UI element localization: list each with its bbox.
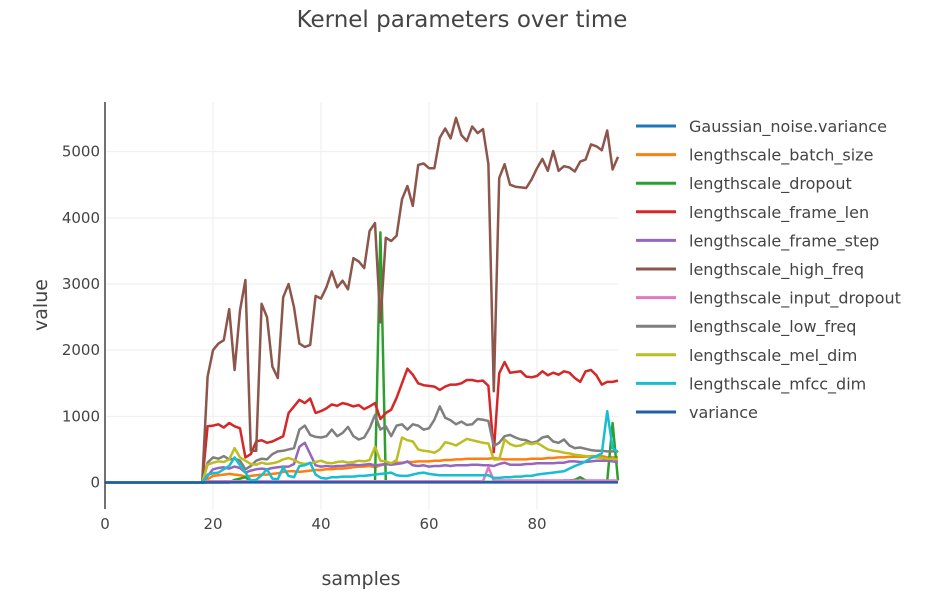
legend-item[interactable]: lengthscale_low_freq bbox=[636, 317, 856, 337]
series-line-lengthscale-high-freq bbox=[105, 116, 620, 484]
legend-label: lengthscale_mfcc_dim bbox=[689, 374, 866, 394]
legend-label: lengthscale_input_dropout bbox=[689, 289, 901, 309]
legend-label: lengthscale_frame_step bbox=[689, 231, 879, 251]
chart-title: Kernel parameters over time bbox=[297, 7, 628, 33]
x-tick-label: 80 bbox=[527, 515, 546, 533]
legend-item[interactable]: lengthscale_frame_step bbox=[636, 231, 879, 251]
legend-item[interactable]: lengthscale_dropout bbox=[636, 174, 852, 194]
y-tick-label: 1000 bbox=[62, 407, 100, 425]
series-line-lengthscale-mfcc-dim bbox=[105, 409, 619, 484]
y-tick-label: 5000 bbox=[62, 143, 100, 161]
legend-label: lengthscale_mel_dim bbox=[689, 346, 857, 366]
legend[interactable]: Gaussian_noise.variance lengthscale_batch… bbox=[636, 117, 901, 422]
x-axis-title: samples bbox=[322, 568, 401, 590]
legend-item[interactable]: lengthscale_batch_size bbox=[636, 146, 873, 166]
legend-item[interactable]: Gaussian_noise.variance bbox=[636, 117, 887, 137]
legend-label: Gaussian_noise.variance bbox=[689, 117, 887, 137]
legend-item[interactable]: lengthscale_mel_dim bbox=[636, 346, 857, 366]
y-tick-label: 4000 bbox=[62, 209, 100, 227]
y-axis-title: value bbox=[30, 279, 52, 331]
y-tick-label: 0 bbox=[90, 474, 100, 492]
x-tick-label: 40 bbox=[311, 515, 330, 533]
y-tick-label: 2000 bbox=[62, 341, 100, 359]
series-lines bbox=[105, 116, 620, 484]
legend-item[interactable]: variance bbox=[636, 403, 758, 422]
legend-item[interactable]: lengthscale_high_freq bbox=[636, 260, 864, 280]
x-tick-label: 0 bbox=[100, 515, 110, 533]
y-axis-ticks: 0 1000 2000 3000 4000 5000 bbox=[62, 143, 100, 492]
legend-item[interactable]: lengthscale_frame_len bbox=[636, 203, 869, 223]
legend-item[interactable]: lengthscale_input_dropout bbox=[636, 289, 901, 309]
legend-label: lengthscale_dropout bbox=[689, 174, 852, 194]
legend-label: lengthscale_low_freq bbox=[689, 317, 856, 337]
legend-item[interactable]: lengthscale_mfcc_dim bbox=[636, 374, 866, 394]
x-axis-ticks: 0 20 40 60 80 bbox=[100, 515, 546, 533]
legend-label: lengthscale_frame_len bbox=[689, 203, 869, 223]
legend-label: lengthscale_batch_size bbox=[689, 146, 873, 166]
x-tick-label: 20 bbox=[203, 515, 222, 533]
x-tick-label: 60 bbox=[419, 515, 438, 533]
legend-label: variance bbox=[689, 403, 758, 422]
y-tick-label: 3000 bbox=[62, 275, 100, 293]
legend-label: lengthscale_high_freq bbox=[689, 260, 864, 280]
